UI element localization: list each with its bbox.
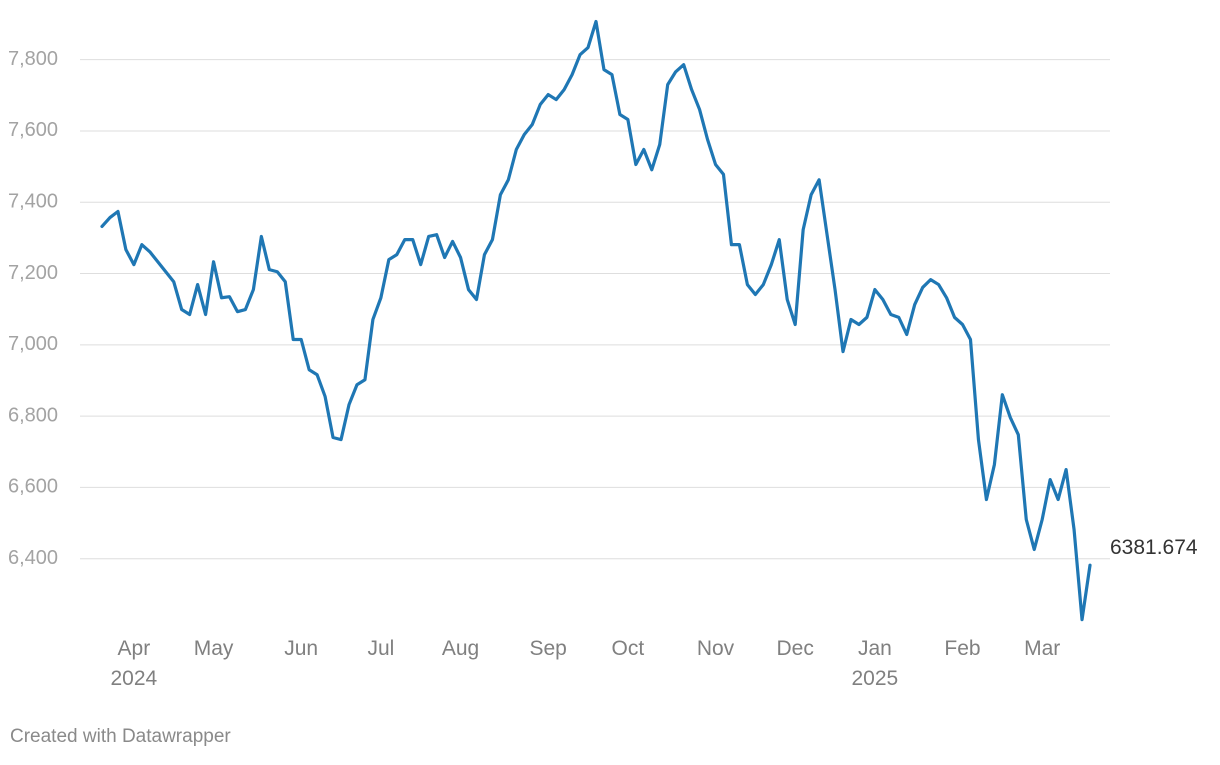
x-tick-label: Aug	[442, 637, 479, 660]
line	[100, 19, 1092, 622]
y-tick-label: 6,800	[8, 404, 58, 426]
y-tick-label: 7,400	[8, 191, 58, 213]
credit: Created with Datawrapper	[10, 726, 231, 747]
x-tick-label: Jun	[284, 637, 318, 660]
value-label: 6381.674	[1110, 536, 1198, 559]
y-tick-label: 7,200	[8, 262, 58, 284]
x-tick-label: Nov	[697, 637, 735, 660]
x-tick-label: Dec	[777, 637, 814, 660]
y-tick-label: 7,800	[8, 48, 58, 70]
x-tick-label: Oct	[612, 637, 645, 660]
x-tick-label: May	[194, 637, 234, 660]
x-tick-label: Jul	[367, 637, 394, 660]
y-tick-label: 6,400	[8, 547, 58, 569]
y-tick-label: 6,600	[8, 476, 58, 498]
y-tick-label: 7,000	[8, 333, 58, 355]
x-tick-label: Apr 2024	[111, 637, 158, 690]
x-tick-label: Feb	[944, 637, 980, 660]
x-tick-label: Sep	[530, 637, 567, 660]
y-tick-label: 7,600	[8, 119, 58, 141]
x-tick-label: Mar	[1024, 637, 1060, 660]
x-tick-label: Jan 2025	[852, 637, 899, 690]
